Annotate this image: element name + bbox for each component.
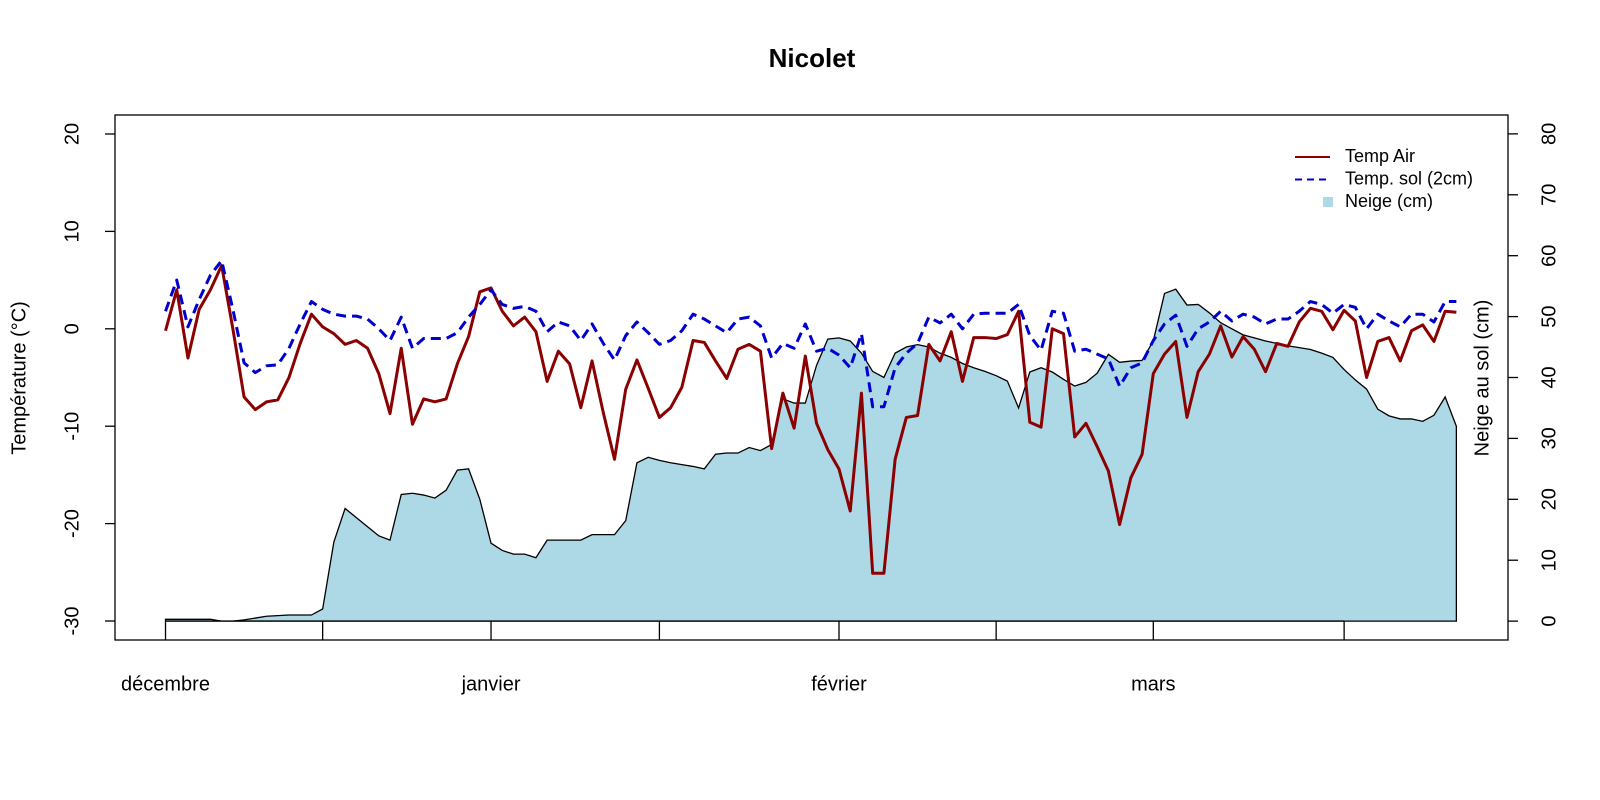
x-tick-label: mars [1131,673,1175,695]
x-tick-label: décembre [121,673,210,695]
air-temp-line [164,263,1457,575]
y2-tick-label: 10 [1538,549,1560,571]
y-tick-label: -20 [61,509,83,538]
legend-swatch [1323,197,1333,207]
legend-label: Temp Air [1345,146,1415,166]
y2-tick-label: 60 [1538,245,1560,267]
y-axis-label: Température (°C) [8,301,30,455]
y2-tick-label: 70 [1538,184,1560,206]
x-tick-label: janvier [461,673,521,695]
y-tick-label: -30 [61,607,83,636]
legend-label: Neige (cm) [1345,191,1433,211]
y2-tick-label: 20 [1538,488,1560,510]
y2-tick-label: 0 [1538,616,1560,627]
soil-temp-line [164,259,1457,409]
x-tick-label: février [811,673,867,695]
snow-area [164,288,1458,622]
y2-tick-label: 50 [1538,305,1560,327]
y2-tick-label: 40 [1538,366,1560,388]
chart-title: Nicolet [769,43,856,73]
y-tick-label: 0 [61,323,83,334]
y2-tick-label: 80 [1538,123,1560,145]
y2-axis-label: Neige au sol (cm) [1471,300,1493,457]
legend-label: Temp. sol (2cm) [1345,168,1473,188]
y-tick-label: 20 [61,123,83,145]
y-tick-label: 10 [61,220,83,242]
y2-tick-label: 30 [1538,427,1560,449]
y-tick-label: -10 [61,412,83,441]
